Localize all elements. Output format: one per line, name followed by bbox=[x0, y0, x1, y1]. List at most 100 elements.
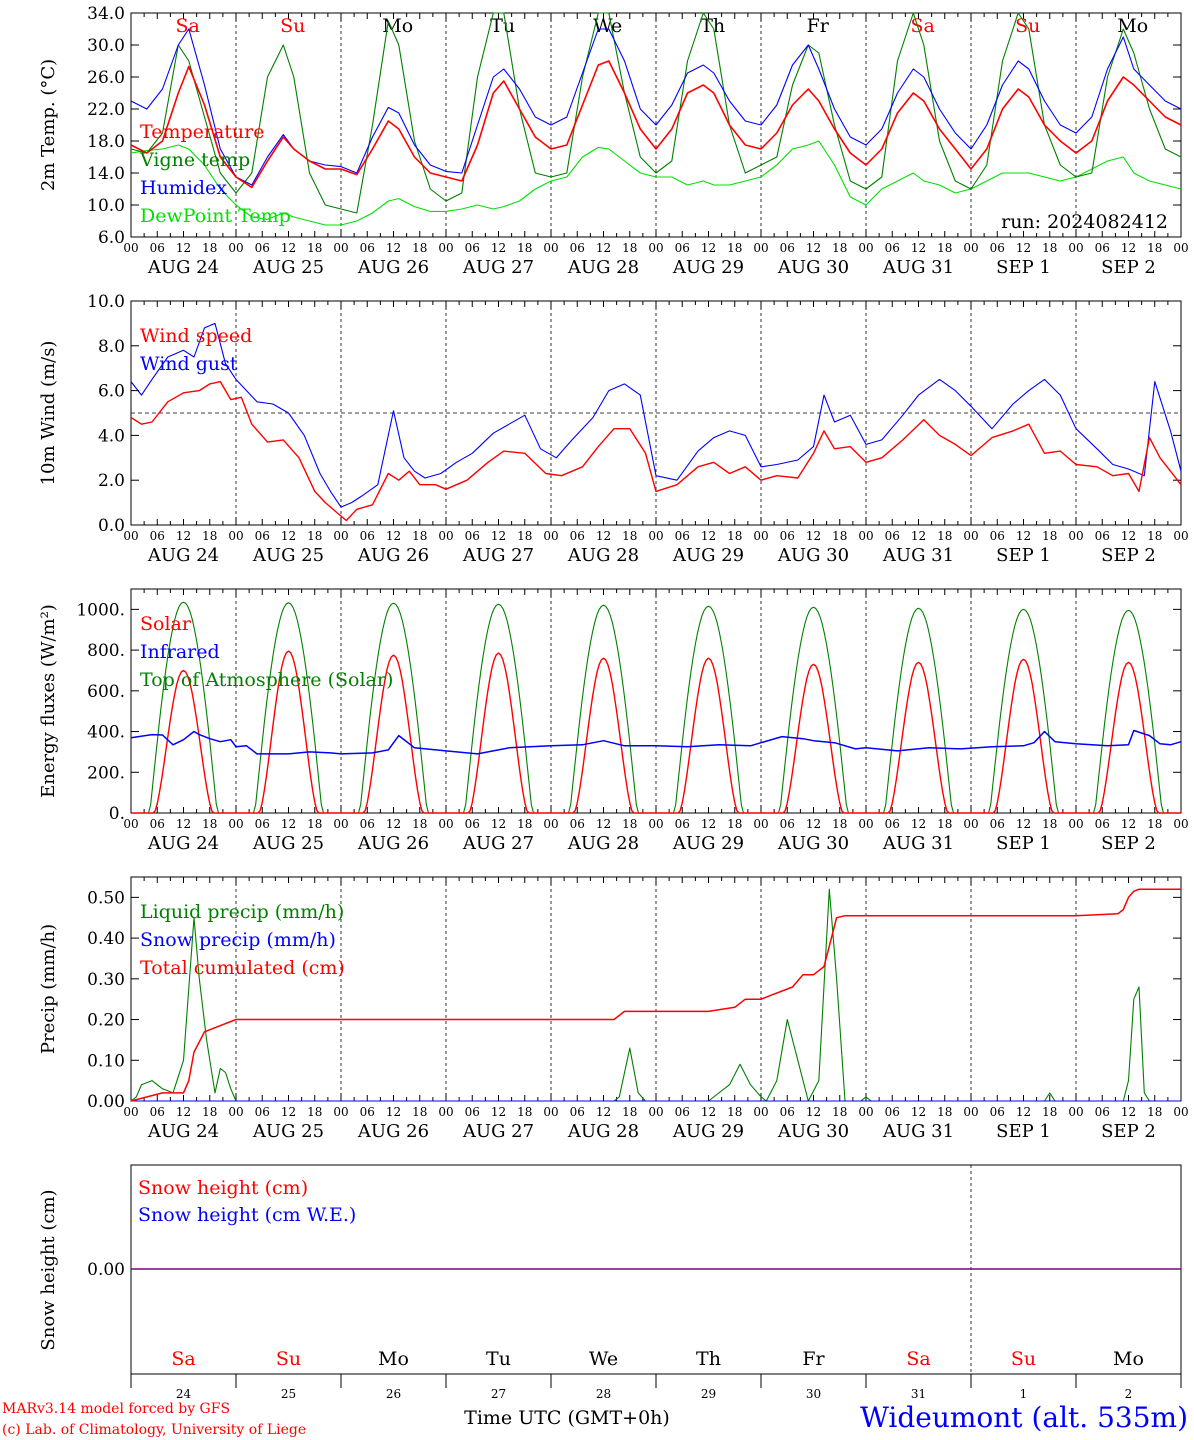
weekday-label: Tu bbox=[490, 15, 515, 37]
hour-tick-label: 12 bbox=[1016, 1105, 1031, 1119]
hour-tick-label: 06 bbox=[675, 529, 690, 543]
hour-tick-label: 12 bbox=[491, 529, 506, 543]
hour-tick-label: 06 bbox=[360, 241, 375, 255]
legend-entry: Infrared bbox=[140, 641, 220, 663]
hour-tick-label: 18 bbox=[202, 241, 217, 255]
hour-tick-label: 00 bbox=[963, 241, 978, 255]
hour-tick-label: 18 bbox=[727, 1105, 742, 1119]
hour-tick-label: 12 bbox=[1121, 1105, 1136, 1119]
weekday-label: Sa bbox=[906, 1348, 930, 1370]
hour-tick-label: 06 bbox=[885, 529, 900, 543]
hour-tick-label: 12 bbox=[806, 1105, 821, 1119]
hour-tick-label: 12 bbox=[1121, 817, 1136, 831]
legend-entry: DewPoint Temp bbox=[140, 205, 291, 227]
day-number-label: 26 bbox=[386, 1387, 401, 1401]
y-tick-label: 0.30 bbox=[87, 970, 125, 990]
hour-tick-label: 18 bbox=[832, 241, 847, 255]
hour-tick-label: 00 bbox=[753, 1105, 768, 1119]
hour-tick-label: 12 bbox=[911, 1105, 926, 1119]
y-tick-label: 22.0 bbox=[87, 100, 125, 120]
day-number-label: 24 bbox=[176, 1387, 192, 1401]
hour-tick-label: 18 bbox=[1042, 529, 1057, 543]
legend-entry: Snow height (cm) bbox=[138, 1177, 308, 1199]
y-axis-title: Snow height (cm) bbox=[38, 1189, 59, 1350]
date-label: AUG 29 bbox=[672, 545, 744, 566]
legend-entry: Liquid precip (mm/h) bbox=[140, 901, 344, 923]
hour-tick-label: 18 bbox=[622, 817, 637, 831]
hour-tick-label: 00 bbox=[858, 817, 873, 831]
hour-tick-label: 06 bbox=[990, 1105, 1005, 1119]
weekday-label: Su bbox=[276, 1348, 301, 1370]
y-tick-label: 14.0 bbox=[87, 164, 125, 184]
hour-tick-label: 12 bbox=[911, 817, 926, 831]
legend-entry: Snow height (cm W.E.) bbox=[138, 1204, 356, 1226]
date-label: AUG 31 bbox=[882, 1121, 954, 1142]
date-label: AUG 28 bbox=[567, 257, 639, 278]
hour-tick-label: 12 bbox=[386, 529, 401, 543]
hour-tick-label: 00 bbox=[1173, 529, 1188, 543]
y-tick-label: 18.0 bbox=[87, 132, 125, 152]
y-tick-label: 6.0 bbox=[98, 382, 125, 402]
hour-tick-label: 12 bbox=[1121, 529, 1136, 543]
weekday-label: Fr bbox=[802, 1348, 825, 1370]
hour-tick-label: 00 bbox=[123, 529, 138, 543]
temp-series-line bbox=[130, 12, 1182, 214]
temp-series-line bbox=[130, 28, 1182, 186]
date-label: AUG 30 bbox=[777, 257, 849, 278]
hour-tick-label: 12 bbox=[596, 1105, 611, 1119]
day-number-label: 30 bbox=[806, 1387, 821, 1401]
hour-tick-label: 00 bbox=[963, 529, 978, 543]
hour-tick-label: 12 bbox=[1016, 817, 1031, 831]
y-tick-label: 400. bbox=[87, 723, 125, 743]
y-tick-label: 0.50 bbox=[87, 888, 125, 908]
hour-tick-label: 00 bbox=[228, 817, 243, 831]
hour-tick-label: 06 bbox=[255, 529, 270, 543]
y-axis-title: 10m Wind (m/s) bbox=[38, 341, 59, 486]
legend-entry: Temperature bbox=[140, 121, 264, 143]
hour-tick-label: 06 bbox=[1095, 241, 1110, 255]
hour-tick-label: 18 bbox=[202, 529, 217, 543]
date-label: AUG 24 bbox=[147, 545, 219, 566]
hour-tick-label: 12 bbox=[701, 817, 716, 831]
date-label: AUG 31 bbox=[882, 257, 954, 278]
hour-tick-label: 12 bbox=[806, 241, 821, 255]
hour-tick-label: 06 bbox=[990, 241, 1005, 255]
hour-tick-label: 06 bbox=[780, 817, 795, 831]
date-label: AUG 28 bbox=[567, 833, 639, 854]
hour-tick-label: 00 bbox=[333, 817, 348, 831]
y-axis-title: 2m Temp. (°C) bbox=[38, 59, 59, 191]
temp-series-line bbox=[130, 60, 1182, 189]
hour-tick-label: 00 bbox=[228, 1105, 243, 1119]
hour-tick-label: 12 bbox=[491, 817, 506, 831]
hour-tick-label: 00 bbox=[123, 817, 138, 831]
date-label: SEP 2 bbox=[1101, 833, 1156, 854]
footer: MARv3.14 model forced by GFS (c) Lab. of… bbox=[2, 1401, 1188, 1438]
date-label: AUG 24 bbox=[147, 833, 219, 854]
hour-tick-label: 12 bbox=[281, 529, 296, 543]
hour-tick-label: 12 bbox=[596, 529, 611, 543]
day-number-label: 27 bbox=[491, 1387, 506, 1401]
hour-tick-label: 12 bbox=[281, 817, 296, 831]
date-label: AUG 27 bbox=[462, 545, 534, 566]
hour-tick-label: 00 bbox=[648, 817, 663, 831]
hour-tick-label: 12 bbox=[176, 1105, 191, 1119]
hour-tick-label: 00 bbox=[333, 1105, 348, 1119]
hour-tick-label: 18 bbox=[1147, 1105, 1162, 1119]
hour-tick-label: 12 bbox=[176, 529, 191, 543]
hour-tick-label: 00 bbox=[543, 529, 558, 543]
hour-tick-label: 00 bbox=[333, 529, 348, 543]
hour-tick-label: 00 bbox=[1068, 241, 1083, 255]
y-axis-title: Energy fluxes (W/m²) bbox=[38, 604, 59, 798]
plot-frame bbox=[130, 588, 1182, 814]
hour-tick-label: 00 bbox=[438, 241, 453, 255]
hour-tick-label: 18 bbox=[517, 817, 532, 831]
y-tick-label: 26.0 bbox=[87, 68, 125, 88]
hour-tick-label: 00 bbox=[438, 1105, 453, 1119]
y-tick-label: 200. bbox=[87, 763, 125, 783]
weekday-label: Su bbox=[1015, 15, 1040, 37]
hour-tick-label: 06 bbox=[255, 817, 270, 831]
hour-tick-label: 18 bbox=[1042, 817, 1057, 831]
date-label: AUG 31 bbox=[882, 545, 954, 566]
hour-tick-label: 18 bbox=[307, 1105, 322, 1119]
